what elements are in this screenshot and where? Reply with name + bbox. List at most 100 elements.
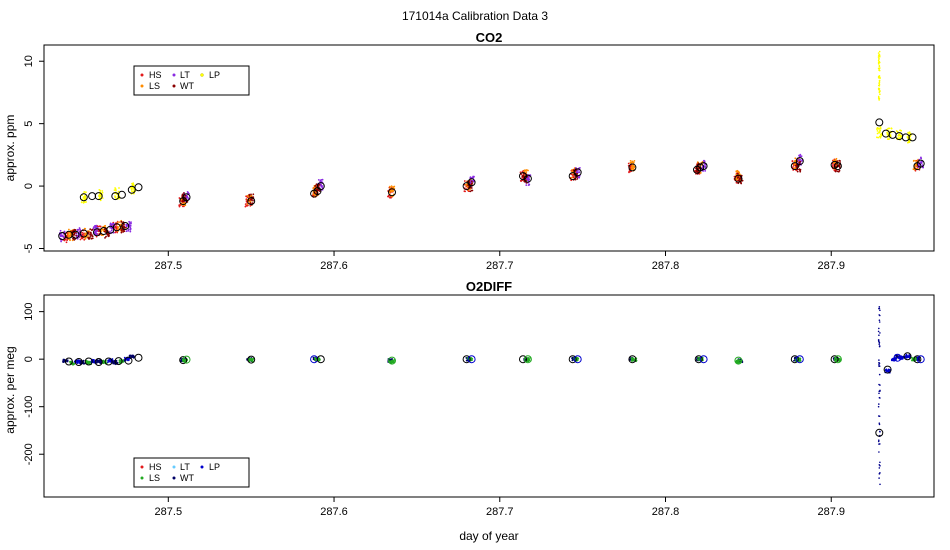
co2-jitter-ls [117,225,119,228]
co2-jitter-hs [65,241,68,244]
co2-jitter-hs [698,172,701,175]
co2-jitter-hs [178,197,181,199]
o2diff-spike-point [878,451,880,453]
co2-jitter-wt [123,225,125,228]
co2-jitter-ls [527,169,529,172]
o2diff-jitter-wt [66,359,69,362]
co2-jitter-hs [244,205,247,208]
co2-jitter-hs [831,164,834,167]
co2-jitter-ls [388,191,391,194]
o2diff-spike-point [879,397,881,399]
co2-jitter-ls [794,157,797,160]
co2-jitter-ls [834,159,837,161]
co2-legend: HS LS LT WT LP [133,65,250,96]
o2diff-jitter-ls [251,360,254,363]
co2-x-tick-label: 287.5 [155,260,183,272]
co2-jitter-lt [110,229,113,232]
co2-jitter-hs [463,190,466,193]
o2diff-jitter-ls [470,357,473,359]
co2-spike-point [878,50,881,53]
o2diff-spike-point [878,319,881,322]
o2diff-y-axis: -200 -100 0 100 [23,302,44,465]
o2diff-spike-point [878,423,881,426]
o2diff-legend-wt-label: WT [180,473,194,483]
co2-jitter-lt [129,230,132,233]
co2-jitter-wt [834,170,837,173]
co2-spike-point [877,77,880,79]
co2-spike-point [879,67,881,69]
co2-mean-circle [916,159,925,168]
o2diff-jitter-lp [127,359,130,362]
o2diff-jitter-wt [96,359,99,362]
co2-jitter-ls [524,169,526,172]
co2-jitter-ls [793,163,796,166]
co2-jitter-lt [78,227,81,229]
o2diff-mean-circle [74,358,83,366]
o2diff-x-tick-label: 287.6 [320,506,348,518]
co2-jitter-wt [125,226,127,229]
o2diff-x-tick-label: 287.9 [817,506,845,518]
co2-jitter-hs [115,224,118,226]
co2-jitter-ls [629,160,632,162]
co2-jitter-wt [522,174,524,177]
co2-spike-point [877,62,880,64]
co2-spike-point [878,69,881,72]
o2diff-jitter-wt [390,358,392,360]
co2-jitter-wt [107,235,110,237]
co2-jitter-ls [71,239,74,242]
co2-jitter-wt [576,173,579,175]
co2-jitter-wt [182,200,185,203]
co2-jitter-lt [109,222,112,225]
co2-mean-circle [182,193,191,202]
co2-jitter-hs [79,238,82,241]
co2-spike-point [878,65,881,68]
o2diff-jitter-wt [98,359,101,362]
o2diff-jitter-wt [131,355,134,358]
o2diff-jitter-lp [888,370,891,372]
co2-jitter-wt [91,235,93,237]
co2-ylabel: approx. ppm [3,115,17,182]
o2diff-jitter-ls [834,357,837,360]
co2-jitter-lt [800,155,803,158]
o2diff-mean-circle [795,355,804,364]
co2-jitter-ls [913,159,915,162]
co2-jitter-ls [84,237,87,240]
co2-jitter-wt [738,179,741,182]
co2-jitter-ls [633,160,636,162]
co2-jitter-wt [104,237,106,239]
co2-jitter-hs [520,180,522,183]
co2-jitter-wt [122,224,125,226]
co2-jitter-lp [897,137,900,140]
co2-jitter-lp [886,138,889,141]
o2diff-x-axis: 287.5 287.6 287.7 287.8 287.9 [155,497,845,518]
co2-jitter-lt [575,171,578,173]
o2diff-jitter-wt [100,361,102,363]
co2-jitter-lp [83,191,86,193]
co2-legend-hs-label: HS [149,70,162,80]
co2-jitter-ls [699,172,702,174]
co2-jitter-wt [317,185,320,188]
o2diff-spike-point [878,343,880,346]
co2-jitter-lt [129,225,132,227]
co2-jitter-hs [66,238,69,241]
co2-jitter-lt [528,176,530,178]
co2-jitter-lp [876,130,879,132]
co2-jitter-lp [85,191,87,194]
o2diff-spike-point [878,365,881,368]
co2-mean-circle [568,172,577,181]
co2-jitter-hs [83,238,86,241]
co2-y-tick-label: -5 [23,244,35,254]
co2-lp-mean-circle [79,193,88,202]
co2-jitter-lt [130,221,132,224]
o2diff-spike-point [878,439,880,442]
co2-mean-circle [71,230,80,239]
o2diff-jitter-ls [799,357,802,360]
co2-jitter-wt [105,235,107,238]
co2-jitter-ls [571,176,573,179]
co2-jitter-lt [701,166,704,169]
o2diff-spike-point [878,321,881,323]
co2-mean-circle [134,183,143,192]
o2diff-mean-circle [628,355,637,364]
co2-jitter-wt [252,199,254,202]
co2-jitter-wt [737,182,740,185]
